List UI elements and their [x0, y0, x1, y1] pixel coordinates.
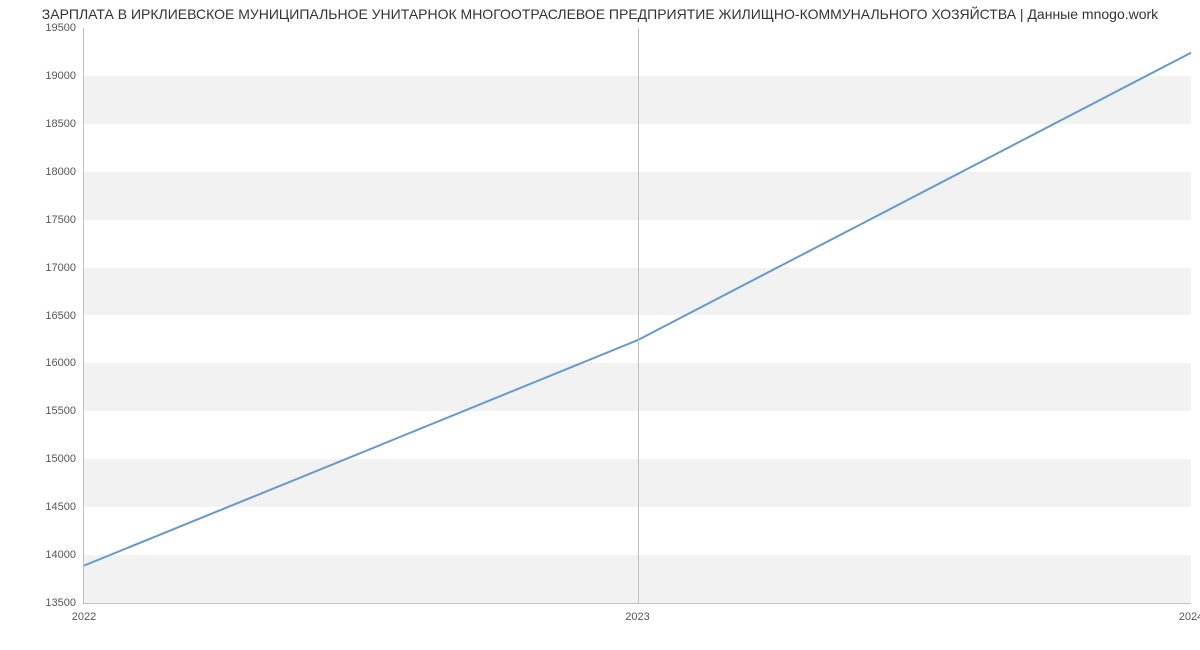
x-tick-label: 2022	[72, 611, 96, 623]
chart-title: ЗАРПЛАТА В ИРКЛИЕВСКОЕ МУНИЦИПАЛЬНОЕ УНИ…	[20, 6, 1180, 22]
y-tick-label: 16500	[45, 310, 76, 322]
x-tick-label: 2024	[1179, 611, 1200, 623]
plot-area: 1350014000145001500015500160001650017000…	[83, 28, 1191, 604]
y-tick-label: 17000	[45, 262, 76, 274]
y-tick-label: 19000	[45, 70, 76, 82]
y-tick-label: 17500	[45, 214, 76, 226]
chart-container: ЗАРПЛАТА В ИРКЛИЕВСКОЕ МУНИЦИПАЛЬНОЕ УНИ…	[0, 0, 1200, 650]
x-tick-label: 2023	[625, 611, 649, 623]
y-tick-label: 14500	[45, 501, 76, 513]
y-tick-label: 15500	[45, 405, 76, 417]
y-tick-label: 18000	[45, 166, 76, 178]
y-tick-label: 13500	[45, 597, 76, 609]
y-tick-label: 15000	[45, 453, 76, 465]
x-gridline	[638, 28, 639, 603]
y-tick-label: 19500	[45, 22, 76, 34]
y-tick-label: 14000	[45, 549, 76, 561]
y-tick-label: 18500	[45, 118, 76, 130]
y-tick-label: 16000	[45, 357, 76, 369]
